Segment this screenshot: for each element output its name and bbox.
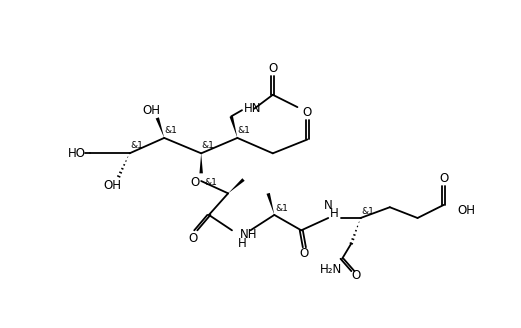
Text: O: O (190, 176, 200, 189)
Text: &1: &1 (165, 126, 178, 135)
Text: OH: OH (104, 179, 121, 192)
Text: &1: &1 (204, 178, 217, 187)
Text: NH: NH (240, 228, 257, 241)
Text: &1: &1 (362, 207, 375, 216)
Text: OH: OH (142, 104, 160, 117)
Polygon shape (200, 153, 203, 173)
Text: O: O (303, 106, 312, 119)
Text: O: O (300, 247, 309, 260)
Text: H₂N: H₂N (320, 263, 342, 276)
Text: H: H (238, 237, 247, 250)
Text: OH: OH (457, 204, 476, 217)
Polygon shape (267, 193, 275, 215)
Text: &1: &1 (276, 204, 289, 213)
Text: O: O (188, 232, 197, 244)
Text: HO: HO (68, 147, 86, 160)
Text: N: N (324, 199, 332, 212)
Polygon shape (230, 116, 238, 138)
Polygon shape (156, 117, 164, 138)
Text: O: O (351, 269, 361, 282)
Text: &1: &1 (130, 141, 143, 150)
Polygon shape (228, 178, 245, 194)
Text: &1: &1 (238, 126, 251, 135)
Text: O: O (268, 62, 277, 75)
Text: O: O (439, 172, 449, 185)
Text: H: H (330, 207, 339, 220)
Text: &1: &1 (202, 141, 215, 150)
Text: HN: HN (243, 102, 261, 115)
